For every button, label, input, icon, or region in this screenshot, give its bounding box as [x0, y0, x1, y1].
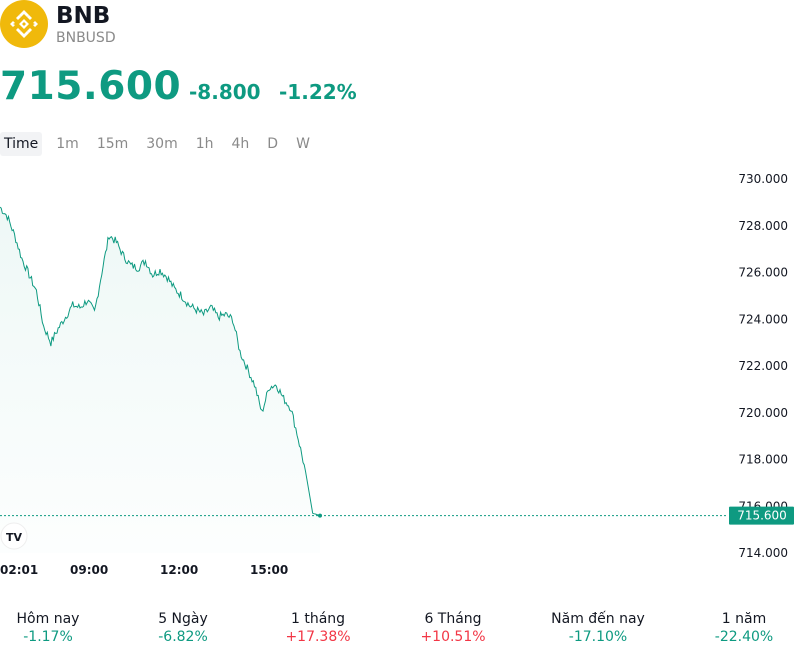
y-tick-label: 714.000 — [738, 546, 788, 560]
perf-label: 1 tháng — [290, 611, 346, 627]
perf-1-month[interactable]: 1 tháng +17.38% — [263, 610, 373, 646]
y-tick-label: 724.000 — [738, 312, 788, 326]
tradingview-logo[interactable]: TV — [0, 522, 28, 550]
tab-4h[interactable]: 4h — [231, 136, 250, 152]
x-tick-label: 15:00 — [250, 563, 288, 577]
perf-label: Năm đến nay — [551, 611, 645, 627]
perf-today[interactable]: Hôm nay -1.17% — [0, 610, 103, 646]
y-tick-label: 730.000 — [738, 172, 788, 186]
timeframe-tabs: Time 1m 15m 30m 1h 4h D W — [0, 132, 324, 156]
perf-value: -17.10% — [568, 629, 628, 645]
y-tick-label: 718.000 — [738, 453, 788, 467]
y-axis: 730.000 728.000 726.000 724.000 722.000 720.0… — [738, 172, 788, 560]
price-chart[interactable]: 730.000 728.000 726.000 724.000 722.000 720.0… — [0, 165, 800, 585]
tab-30m[interactable]: 30m — [146, 136, 178, 152]
perf-1-year[interactable]: 1 năm -22.40% — [689, 610, 799, 646]
tab-15m[interactable]: 15m — [96, 136, 129, 152]
perf-value: -22.40% — [714, 629, 774, 645]
tab-d[interactable]: D — [267, 136, 279, 152]
last-price-label: 715.600 — [737, 509, 787, 523]
tab-1h[interactable]: 1h — [195, 136, 214, 152]
tab-time[interactable]: Time — [0, 132, 43, 156]
y-tick-label: 728.000 — [738, 219, 788, 233]
y-tick-label: 726.000 — [738, 266, 788, 280]
y-tick-label: 722.000 — [738, 359, 788, 373]
x-tick-label: 09:00 — [70, 563, 108, 577]
perf-label: 1 năm — [721, 611, 767, 627]
symbol-pair: BNBUSD — [56, 30, 116, 46]
x-tick-label: 12:00 — [160, 563, 198, 577]
price-area-fill — [0, 207, 320, 553]
perf-value: -1.17% — [23, 629, 73, 645]
y-tick-label: 720.000 — [738, 406, 788, 420]
price-change: -8.800 — [189, 80, 261, 104]
last-price-point — [318, 513, 322, 518]
symbol-title: BNB — [56, 3, 111, 29]
tab-w[interactable]: W — [296, 136, 310, 152]
tab-1m[interactable]: 1m — [56, 136, 79, 152]
perf-value: +17.38% — [285, 629, 351, 645]
perf-value: +10.51% — [420, 629, 486, 645]
perf-label: 6 Tháng — [424, 611, 482, 627]
perf-value: -6.82% — [158, 629, 208, 645]
current-price: 715.600 — [0, 64, 182, 109]
perf-5-days[interactable]: 5 Ngày -6.82% — [128, 610, 238, 646]
perf-6-months[interactable]: 6 Tháng +10.51% — [398, 610, 508, 646]
tradingview-logo-text: TV — [6, 531, 23, 544]
price-change-percent: -1.22% — [279, 80, 357, 104]
perf-label: Hôm nay — [16, 611, 80, 627]
perf-ytd[interactable]: Năm đến nay -17.10% — [543, 610, 653, 646]
x-axis: 02:01 09:00 12:00 15:00 — [0, 563, 288, 577]
perf-label: 5 Ngày — [158, 611, 208, 627]
last-price-label-bg — [729, 506, 794, 525]
bnb-logo-icon — [0, 0, 48, 48]
price-line — [0, 206, 321, 517]
x-tick-label: 02:01 — [0, 563, 38, 577]
